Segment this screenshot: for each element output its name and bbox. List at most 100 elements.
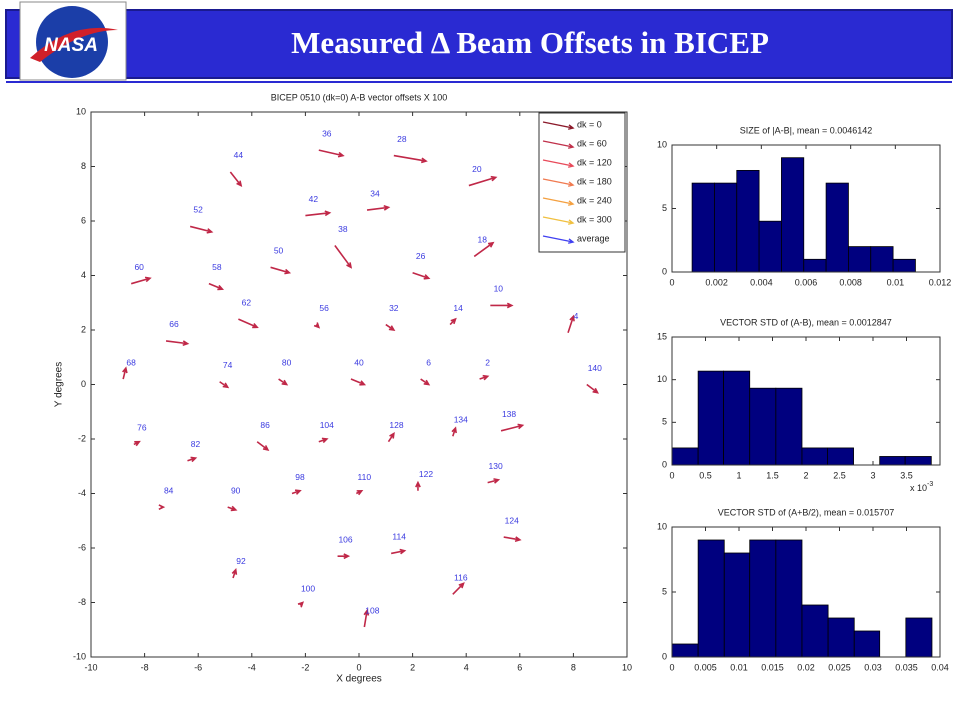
pixel-label: 82 (191, 439, 201, 449)
legend-box (538, 112, 626, 253)
offset-arrow (231, 568, 238, 579)
y-tick-label: -6 (78, 542, 86, 552)
exponent-base: x 10 (910, 483, 927, 493)
legend-label: dk = 300 (577, 214, 612, 224)
title-banner (5, 9, 953, 79)
y-tick-label: 0 (662, 459, 667, 469)
offset-arrow (305, 210, 332, 217)
offset-arrow (291, 489, 302, 495)
y-tick-label: 5 (662, 203, 667, 213)
offset-arrow (586, 383, 599, 394)
x-tick-label: 3 (870, 470, 875, 480)
offset-arrow (313, 322, 321, 329)
x-tick-label: 0 (669, 277, 674, 287)
legend-swatch (542, 235, 575, 244)
y-tick-label: 10 (76, 106, 86, 116)
x-tick-label: 0 (669, 662, 674, 672)
y-tick-label: 4 (81, 270, 86, 280)
pixel-label: 42 (309, 194, 319, 204)
offset-arrow (363, 608, 370, 628)
offset-arrow (350, 378, 367, 386)
y-tick-label: -8 (78, 597, 86, 607)
x-tick-label: 0.025 (828, 662, 851, 672)
chart-title: SIZE of |A-B|, mean = 0.0046142 (740, 125, 873, 135)
legend-swatch (542, 121, 575, 130)
pixel-label: 56 (319, 303, 329, 313)
offset-arrow (229, 171, 243, 188)
histogram-bar (775, 539, 803, 658)
pixel-label: 20 (472, 164, 482, 174)
nasa-logo: NASA (19, 1, 127, 81)
pixel-label: 110 (358, 472, 372, 482)
exponent-power: -3 (927, 481, 933, 488)
histogram-bar (853, 630, 881, 658)
x-tick-label: -10 (84, 662, 97, 672)
x-tick-label: -8 (141, 662, 149, 672)
pixel-label: 98 (295, 472, 305, 482)
x-tick-label: 2.5 (833, 470, 846, 480)
pixel-label: 90 (231, 485, 241, 495)
legend-label: dk = 0 (577, 119, 602, 129)
offset-arrow (420, 378, 431, 386)
pixel-label: 74 (223, 360, 233, 370)
x-tick-label: 0.008 (839, 277, 862, 287)
x-tick-label: -6 (194, 662, 202, 672)
histogram-bar (801, 604, 829, 658)
x-tick-label: 0.02 (797, 662, 815, 672)
x-tick-label: 2 (803, 470, 808, 480)
legend-label: dk = 60 (577, 138, 607, 148)
offset-arrow (473, 241, 495, 258)
y-tick-label: 0 (662, 651, 667, 661)
x-axis-label: X degrees (336, 674, 382, 685)
pixel-label: 32 (389, 303, 399, 313)
histogram-bar (905, 617, 933, 658)
offset-arrow (158, 504, 166, 511)
x-axis-exponent: x 10-3 (910, 481, 933, 494)
y-tick-label: 15 (657, 331, 667, 341)
x-tick-label: 0.01 (887, 277, 905, 287)
x-tick-label: 0 (356, 662, 361, 672)
offset-arrow (366, 205, 391, 211)
histogram-bar (714, 182, 738, 273)
legend-swatch (542, 216, 575, 225)
pixel-label: 52 (193, 205, 203, 215)
x-tick-label: 3.5 (900, 470, 913, 480)
x-tick-label: 0.005 (694, 662, 717, 672)
legend-swatch (542, 140, 575, 149)
x-tick-label: -2 (301, 662, 309, 672)
offset-arrow (337, 553, 351, 560)
pixel-label: 2 (485, 357, 490, 367)
offset-arrow (208, 282, 225, 291)
y-tick-label: 2 (81, 324, 86, 334)
offset-arrow (487, 478, 501, 484)
pixel-label: 130 (489, 461, 503, 471)
offset-arrow (503, 536, 522, 542)
histogram-bar (697, 539, 725, 658)
offset-arrow (391, 548, 407, 555)
x-tick-label: 0.5 (699, 470, 712, 480)
histogram-bar (848, 246, 872, 273)
offset-arrow (238, 318, 259, 329)
legend-label: dk = 120 (577, 157, 612, 167)
pixel-label: 84 (164, 485, 174, 495)
offset-arrow (297, 601, 305, 608)
pixel-label: 28 (397, 134, 407, 144)
histogram-bar (691, 182, 715, 273)
plot-frame (671, 526, 941, 658)
pixel-label: 138 (502, 409, 516, 419)
offset-arrow (318, 149, 345, 158)
pixel-label: 18 (478, 235, 488, 245)
legend-swatch (542, 178, 575, 187)
chart-title: BICEP 0510 (dk=0) A-B vector offsets X 1… (271, 92, 448, 102)
offset-arrow (133, 440, 141, 447)
pixel-label: 140 (588, 363, 602, 373)
offset-arrow (187, 456, 198, 463)
pixel-label: 80 (282, 357, 292, 367)
x-tick-label: 0.035 (895, 662, 918, 672)
x-tick-label: 0.03 (864, 662, 882, 672)
chart-title: VECTOR STD of (A+B/2), mean = 0.015707 (718, 507, 894, 517)
x-tick-label: 10 (622, 662, 632, 672)
y-tick-label: -4 (78, 488, 86, 498)
offset-arrow (270, 266, 292, 275)
